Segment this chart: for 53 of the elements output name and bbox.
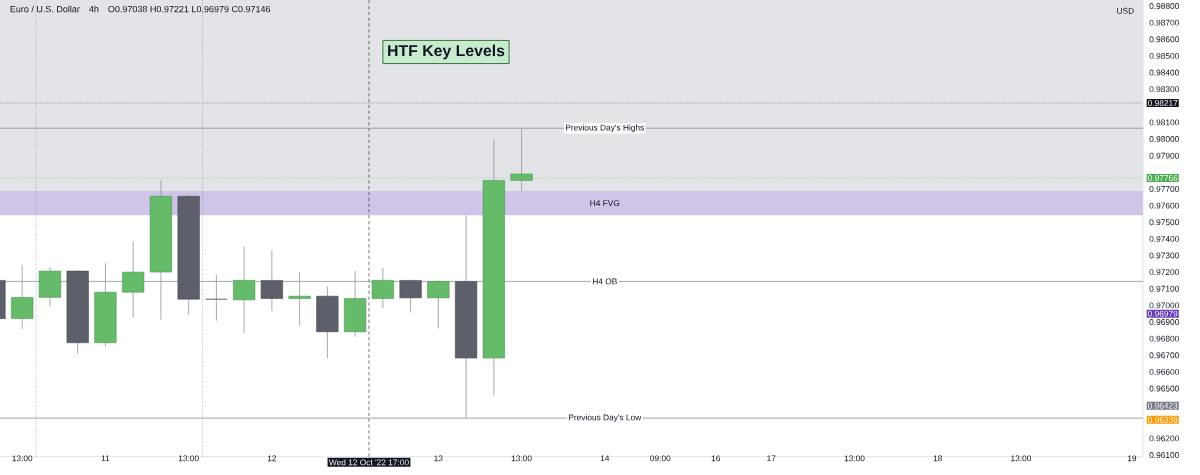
y-tick-label: 0.98800 xyxy=(1149,3,1179,9)
text: 0.96423 xyxy=(1148,402,1178,409)
y-tick-label: 0.96600 xyxy=(1149,368,1179,375)
y-tick-label: 0.98600 xyxy=(1149,36,1179,43)
y-tick-label: 0.96700 xyxy=(1149,352,1179,359)
text: 4h xyxy=(89,5,99,13)
band-label: H4 FVG xyxy=(590,200,620,207)
y-tick-label: 0.96500 xyxy=(1149,385,1179,392)
x-tick-label: 12 xyxy=(267,455,277,462)
y-tick-label: 0.98300 xyxy=(1149,86,1179,93)
y-tick-label: 0.97100 xyxy=(1149,285,1179,292)
ref-line-label: 0.98217 xyxy=(1148,100,1178,106)
ref-line-label: Previous Day's Highs xyxy=(566,124,644,133)
y-tick-label: 0.98700 xyxy=(1149,19,1179,26)
x-tick-label: 13:00 xyxy=(178,455,199,462)
y-tick-label: 0.97500 xyxy=(1149,219,1179,226)
x-tick-label: 09:00 xyxy=(650,455,671,462)
x-tick-label: 13:00 xyxy=(511,455,532,462)
x-tick-label: 16 xyxy=(711,455,721,462)
y-axis-title: USD xyxy=(1117,7,1134,14)
x-tick-label: 19 xyxy=(1127,455,1137,462)
y-tick-label: 0.97700 xyxy=(1149,186,1179,192)
x-tick-label: 17 xyxy=(767,455,776,462)
x-tick-label: 13:00 xyxy=(1011,455,1032,462)
ref-line-label: H4 OB xyxy=(592,278,617,285)
text: 0.96979 xyxy=(1148,310,1178,317)
y-tick-label: 0.98400 xyxy=(1149,69,1179,76)
x-tick-label: 13 xyxy=(434,455,443,462)
y-tick-label: 0.97200 xyxy=(1149,269,1179,276)
y-tick-label: 0.97000 xyxy=(1149,302,1179,309)
x-tick-label: 13:00 xyxy=(12,455,33,462)
ref-line-label: Previous Day's Low xyxy=(569,414,642,422)
x-tick-label: 13:00 xyxy=(844,455,865,462)
y-tick-label: 0.97900 xyxy=(1149,152,1179,159)
x-tick-label: 14 xyxy=(600,455,610,462)
y-tick-label: 0.96900 xyxy=(1149,319,1179,325)
y-tick-label: 0.98500 xyxy=(1149,52,1179,59)
x-tick-label: 18 xyxy=(933,455,942,462)
text: Wed 12 Oct '22 17:00 xyxy=(328,459,409,466)
y-tick-label: 0.98100 xyxy=(1149,119,1179,126)
y-tick-label: 0.97300 xyxy=(1149,252,1179,259)
annotation: O0.97038 H0.97221 L0.96979 C0.97146 xyxy=(108,5,271,13)
y-tick-label: 0.97400 xyxy=(1149,235,1179,242)
y-tick-label: 0.96200 xyxy=(1149,435,1179,442)
y-tick-label: 0.97600 xyxy=(1149,202,1179,209)
y-tick-label: 0.98000 xyxy=(1149,136,1179,142)
ref-line-label: 0.97766 xyxy=(1148,175,1178,181)
y-tick-label: 0.96100 xyxy=(1149,452,1179,458)
text: 0.96338 xyxy=(1148,416,1178,423)
annotation: HTF Key Levels xyxy=(388,44,505,60)
text: Euro / U.S. Dollar xyxy=(10,5,80,13)
x-tick-label: 11 xyxy=(101,455,110,462)
y-tick-label: 0.96800 xyxy=(1149,335,1179,342)
